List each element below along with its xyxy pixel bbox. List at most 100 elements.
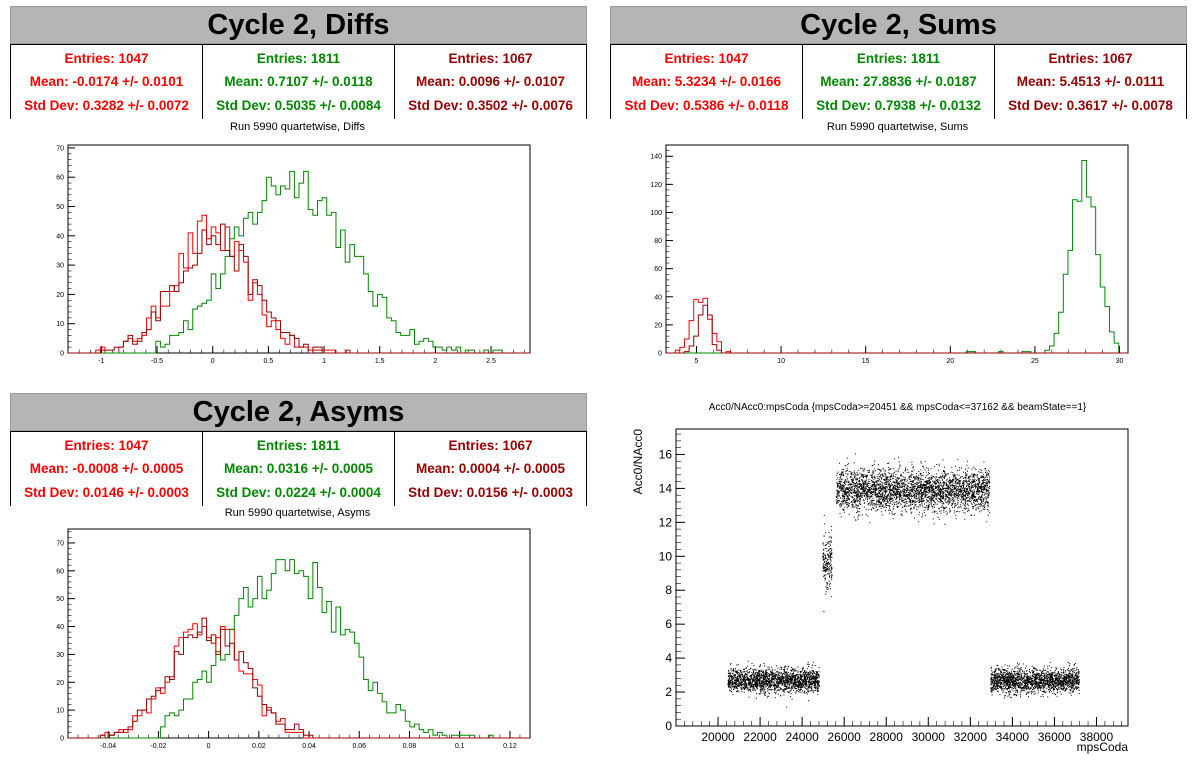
diffs-subtitle: Run 5990 quartetwise, Diffs (230, 121, 365, 133)
x-tick-label: -1 (98, 358, 104, 365)
y-tick-label: 0 (60, 351, 64, 358)
asyms-stats-series-3: Entries: 1067 Mean: 0.0004 +/- 0.0005 St… (395, 432, 586, 506)
asyms-subtitle: Run 5990 quartetwise, Asyms (224, 507, 371, 519)
x-tick-label: 36000 (1038, 730, 1072, 744)
y-tick-label: 20 (654, 322, 662, 329)
y-tick-label: 2 (665, 685, 672, 699)
std-text: Std Dev: 0.3282 +/- 0.0072 (24, 97, 189, 113)
std-text: Std Dev: 0.5386 +/- 0.0118 (624, 97, 789, 113)
std-text: Std Dev: 0.0224 +/- 0.0004 (216, 484, 381, 500)
mean-text: Mean: 0.0096 +/- 0.0107 (416, 74, 565, 90)
scatter-points (990, 661, 1080, 699)
scatter-cluster-3 (835, 453, 991, 525)
x-tick-label: 38000 (1080, 730, 1114, 744)
x-tick-label: 15 (862, 358, 870, 365)
y-tick-label: 6 (665, 617, 672, 631)
y-tick-label: 40 (56, 624, 64, 631)
scatter-points (727, 660, 820, 708)
diffs-series-3-histogram (68, 223, 530, 354)
y-tick-label: 10 (56, 708, 64, 715)
y-tick-label: 8 (665, 583, 672, 597)
diffs-stats-series-1: Entries: 1047 Mean: -0.0174 +/- 0.0101 S… (11, 45, 203, 119)
entries-text: Entries: 1067 (448, 438, 533, 454)
diffs-title: Cycle 2, Diffs (10, 6, 587, 44)
x-tick-label: 2.5 (486, 358, 496, 365)
y-tick-label: 140 (650, 154, 662, 161)
entries-text: Entries: 1811 (256, 51, 341, 67)
y-tick-label: 0 (658, 351, 662, 358)
asyms-stats: Entries: 1047 Mean: -0.0008 +/- 0.0005 S… (10, 431, 587, 506)
std-text: Std Dev: 0.3617 +/- 0.0078 (1008, 97, 1173, 113)
x-tick-label: 2 (433, 358, 437, 365)
x-tick-label: 0.04 (302, 743, 316, 750)
sums-subtitle: Run 5990 quartetwise, Sums (826, 121, 969, 133)
x-tick-label: 22000 (743, 730, 777, 744)
sums-series-3-histogram (666, 304, 1128, 354)
mean-text: Mean: 0.0004 +/- 0.0005 (416, 461, 565, 477)
diffs-series-2-histogram (68, 170, 530, 354)
asyms-plot: -0.04 -0.02 0 0.02 0.04 0.06 0.08 0.1 0.12 0 10 20 3… (56, 528, 531, 750)
sums-stats-series-1: Entries: 1047 Mean: 5.3234 +/- 0.0166 St… (611, 45, 803, 119)
entries-text: Entries: 1067 (448, 51, 533, 67)
x-tick-label: 30 (1116, 358, 1124, 365)
x-tick-label: 0.08 (403, 743, 417, 750)
asyms-histogram: -0.04 -0.02 0 0.02 0.04 0.06 0.08 0.1 0.12 0 10 20 3… (56, 528, 531, 750)
mean-text: Mean: 0.0316 +/- 0.0005 (224, 461, 373, 477)
mean-text: Mean: 0.7107 +/- 0.0118 (224, 74, 373, 90)
sums-stats-series-3: Entries: 1067 Mean: 5.4513 +/- 0.0111 St… (995, 45, 1186, 119)
asyms-stats-series-1: Entries: 1047 Mean: -0.0008 +/- 0.0005 S… (11, 432, 203, 506)
y-tick-label: 12 (659, 515, 673, 529)
diffs-stats: Entries: 1047 Mean: -0.0174 +/- 0.0101 S… (10, 44, 587, 119)
std-text: Std Dev: 0.3502 +/- 0.0076 (408, 97, 573, 113)
x-tick-label: 0 (211, 358, 215, 365)
mean-text: Mean: -0.0174 +/- 0.0101 (29, 74, 184, 90)
x-tick-label: 0.02 (252, 743, 266, 750)
x-tick-label: 30000 (912, 730, 946, 744)
y-tick-label: 0 (60, 736, 64, 743)
scatter-plot: 20000 22000 24000 26000 28000 30000 32000 34000… (631, 428, 1129, 754)
sums-plot: 5 10 15 20 25 30 0 20 40 60 80 100 120 140 (650, 144, 1129, 365)
y-tick-label: 60 (654, 266, 662, 273)
asyms-stats-series-2: Entries: 1811 Mean: 0.0316 +/- 0.0005 St… (203, 432, 395, 506)
plot-frame (675, 428, 1129, 727)
x-tick-label: 0.1 (455, 743, 465, 750)
x-tick-label: 32000 (954, 730, 988, 744)
sums-title: Cycle 2, Sums (610, 6, 1187, 44)
y-tick-label: 80 (654, 238, 662, 245)
entries-text: Entries: 1067 (1048, 51, 1133, 67)
entries-text: Entries: 1811 (856, 51, 941, 67)
y-tick-label: 100 (650, 210, 662, 217)
x-tick-label: 0.06 (352, 743, 366, 750)
diffs-series-1-histogram (68, 214, 530, 354)
scatter-cluster-4 (990, 661, 1080, 699)
y-tick-label: 120 (650, 182, 662, 189)
scatter-points (822, 515, 833, 612)
mean-text: Mean: -0.0008 +/- 0.0005 (29, 461, 184, 477)
x-tick-label: 20 (946, 358, 954, 365)
std-text: Std Dev: 0.0146 +/- 0.0003 (24, 484, 189, 500)
sums-series-2-histogram (666, 159, 1128, 354)
plot-frame (67, 528, 531, 739)
y-tick-label: 60 (56, 568, 64, 575)
x-tick-label: 34000 (996, 730, 1030, 744)
scatter-points (835, 453, 991, 525)
x-tick-label: -0.5 (151, 358, 163, 365)
x-tick-label: -0.04 (100, 743, 116, 750)
y-tick-label: 16 (659, 447, 673, 461)
mean-text: Mean: 27.8836 +/- 0.0187 (820, 74, 977, 90)
y-tick-label: 0 (665, 719, 672, 733)
y-tick-label: 60 (56, 175, 64, 182)
y-axis-label: Acc0/NAcc0 (631, 429, 645, 495)
x-tick-label: 0 (207, 743, 211, 750)
std-text: Std Dev: 0.7938 +/- 0.0132 (816, 97, 981, 113)
scatter-cluster-1 (727, 660, 820, 708)
std-text: Std Dev: 0.0156 +/- 0.0003 (408, 484, 573, 500)
asyms-title: Cycle 2, Asyms (10, 393, 587, 431)
std-text: Std Dev: 0.5035 +/- 0.0084 (216, 97, 381, 113)
y-tick-label: 4 (665, 651, 672, 665)
y-tick-label: 10 (659, 549, 673, 563)
mean-text: Mean: 5.4513 +/- 0.0111 (1016, 74, 1165, 90)
sums-stats-series-2: Entries: 1811 Mean: 27.8836 +/- 0.0187 S… (803, 45, 995, 119)
asyms-series-3-histogram (68, 617, 530, 739)
x-tick-label: 0.12 (503, 743, 517, 750)
